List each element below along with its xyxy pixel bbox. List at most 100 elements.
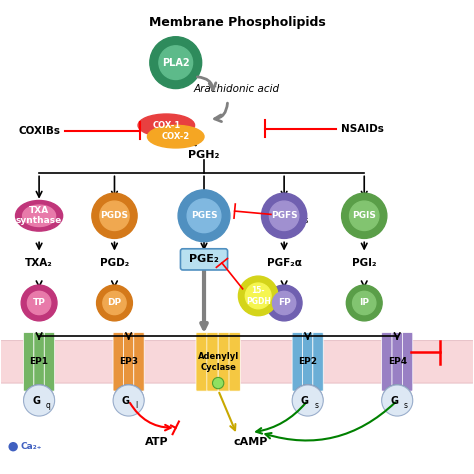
FancyArrowPatch shape — [256, 402, 306, 434]
FancyBboxPatch shape — [44, 333, 55, 391]
Text: TP: TP — [33, 299, 46, 308]
Text: PGI₂: PGI₂ — [352, 258, 376, 268]
Circle shape — [349, 201, 379, 230]
FancyBboxPatch shape — [302, 333, 313, 391]
Circle shape — [273, 292, 296, 315]
Text: COXIBs: COXIBs — [18, 126, 60, 136]
Circle shape — [97, 285, 132, 321]
Text: s: s — [401, 401, 405, 407]
Text: TXA₂: TXA₂ — [25, 258, 53, 268]
Circle shape — [21, 285, 57, 321]
FancyArrowPatch shape — [197, 77, 216, 90]
Text: I: I — [133, 401, 135, 407]
Text: EP1: EP1 — [29, 357, 49, 366]
Circle shape — [238, 276, 278, 316]
Text: s: s — [311, 401, 315, 407]
FancyBboxPatch shape — [207, 333, 218, 391]
Text: Membrane Phospholipids: Membrane Phospholipids — [149, 16, 325, 28]
Text: G: G — [393, 393, 401, 402]
Text: PGFS: PGFS — [271, 211, 297, 220]
Circle shape — [292, 384, 323, 415]
FancyArrowPatch shape — [265, 402, 395, 440]
Circle shape — [113, 385, 144, 416]
Circle shape — [103, 292, 126, 315]
Text: G: G — [29, 393, 37, 404]
FancyBboxPatch shape — [24, 333, 34, 391]
Circle shape — [269, 201, 299, 230]
Circle shape — [382, 385, 413, 416]
Text: NSAIDs: NSAIDs — [341, 124, 383, 134]
FancyArrowPatch shape — [215, 103, 228, 122]
Text: Adenylyl
Cyclase: Adenylyl Cyclase — [198, 352, 239, 372]
Text: EP2: EP2 — [298, 357, 317, 366]
Text: Arachidonic acid: Arachidonic acid — [194, 83, 280, 93]
Text: FP: FP — [278, 299, 291, 308]
Text: Ca₂₊: Ca₂₊ — [20, 442, 42, 451]
FancyBboxPatch shape — [382, 333, 392, 391]
Text: IP: IP — [359, 299, 369, 308]
Text: s: s — [404, 401, 408, 410]
FancyBboxPatch shape — [0, 341, 474, 383]
Circle shape — [187, 199, 221, 233]
Circle shape — [342, 193, 387, 238]
FancyBboxPatch shape — [402, 333, 413, 391]
FancyBboxPatch shape — [123, 333, 134, 391]
FancyBboxPatch shape — [181, 249, 228, 270]
Text: q: q — [39, 399, 44, 408]
Text: G: G — [301, 395, 309, 406]
Text: DP: DP — [108, 299, 121, 308]
FancyArrowPatch shape — [130, 403, 171, 430]
Ellipse shape — [23, 205, 55, 227]
Text: G: G — [391, 395, 398, 406]
Circle shape — [114, 384, 144, 415]
Text: q: q — [46, 401, 51, 410]
Circle shape — [212, 377, 224, 389]
Text: PGES: PGES — [191, 211, 217, 220]
Circle shape — [24, 385, 55, 416]
Circle shape — [27, 292, 51, 315]
Text: EP4: EP4 — [388, 357, 407, 366]
Text: COX-2: COX-2 — [162, 132, 190, 141]
Ellipse shape — [147, 125, 204, 148]
Text: TXA
synthase: TXA synthase — [16, 206, 62, 226]
Text: G: G — [125, 393, 132, 402]
Text: s: s — [314, 401, 318, 410]
Text: EP3: EP3 — [119, 357, 138, 366]
Text: cAMP: cAMP — [234, 437, 268, 447]
Circle shape — [246, 283, 271, 309]
Ellipse shape — [16, 201, 63, 231]
Text: PGE₂: PGE₂ — [189, 255, 219, 264]
Text: PGDS: PGDS — [100, 211, 128, 220]
Text: q: q — [43, 401, 47, 407]
Circle shape — [159, 46, 192, 80]
FancyBboxPatch shape — [34, 333, 44, 391]
Text: PGH₂: PGH₂ — [188, 149, 220, 160]
Text: 15-
PGDH: 15- PGDH — [246, 286, 271, 306]
Text: PGD₂: PGD₂ — [100, 258, 129, 268]
Text: PGES
inhibitors: PGES inhibitors — [273, 206, 309, 226]
FancyBboxPatch shape — [313, 333, 323, 391]
Text: I: I — [135, 401, 137, 410]
FancyBboxPatch shape — [196, 333, 207, 391]
Text: COX-1: COX-1 — [152, 121, 181, 130]
Circle shape — [292, 385, 323, 416]
Text: PGIS: PGIS — [352, 211, 376, 220]
Text: G: G — [304, 393, 311, 402]
FancyBboxPatch shape — [218, 333, 229, 391]
FancyBboxPatch shape — [392, 333, 402, 391]
Circle shape — [346, 285, 382, 321]
Text: ATP: ATP — [145, 437, 169, 447]
Circle shape — [353, 292, 376, 315]
FancyBboxPatch shape — [229, 333, 240, 391]
Text: G: G — [32, 395, 40, 406]
Circle shape — [100, 201, 129, 230]
Circle shape — [262, 193, 307, 238]
Text: G: G — [36, 393, 43, 402]
Circle shape — [382, 384, 412, 415]
FancyBboxPatch shape — [113, 333, 123, 391]
FancyBboxPatch shape — [292, 333, 302, 391]
Circle shape — [9, 442, 18, 451]
Ellipse shape — [138, 114, 195, 137]
Circle shape — [150, 36, 201, 89]
Circle shape — [92, 193, 137, 238]
